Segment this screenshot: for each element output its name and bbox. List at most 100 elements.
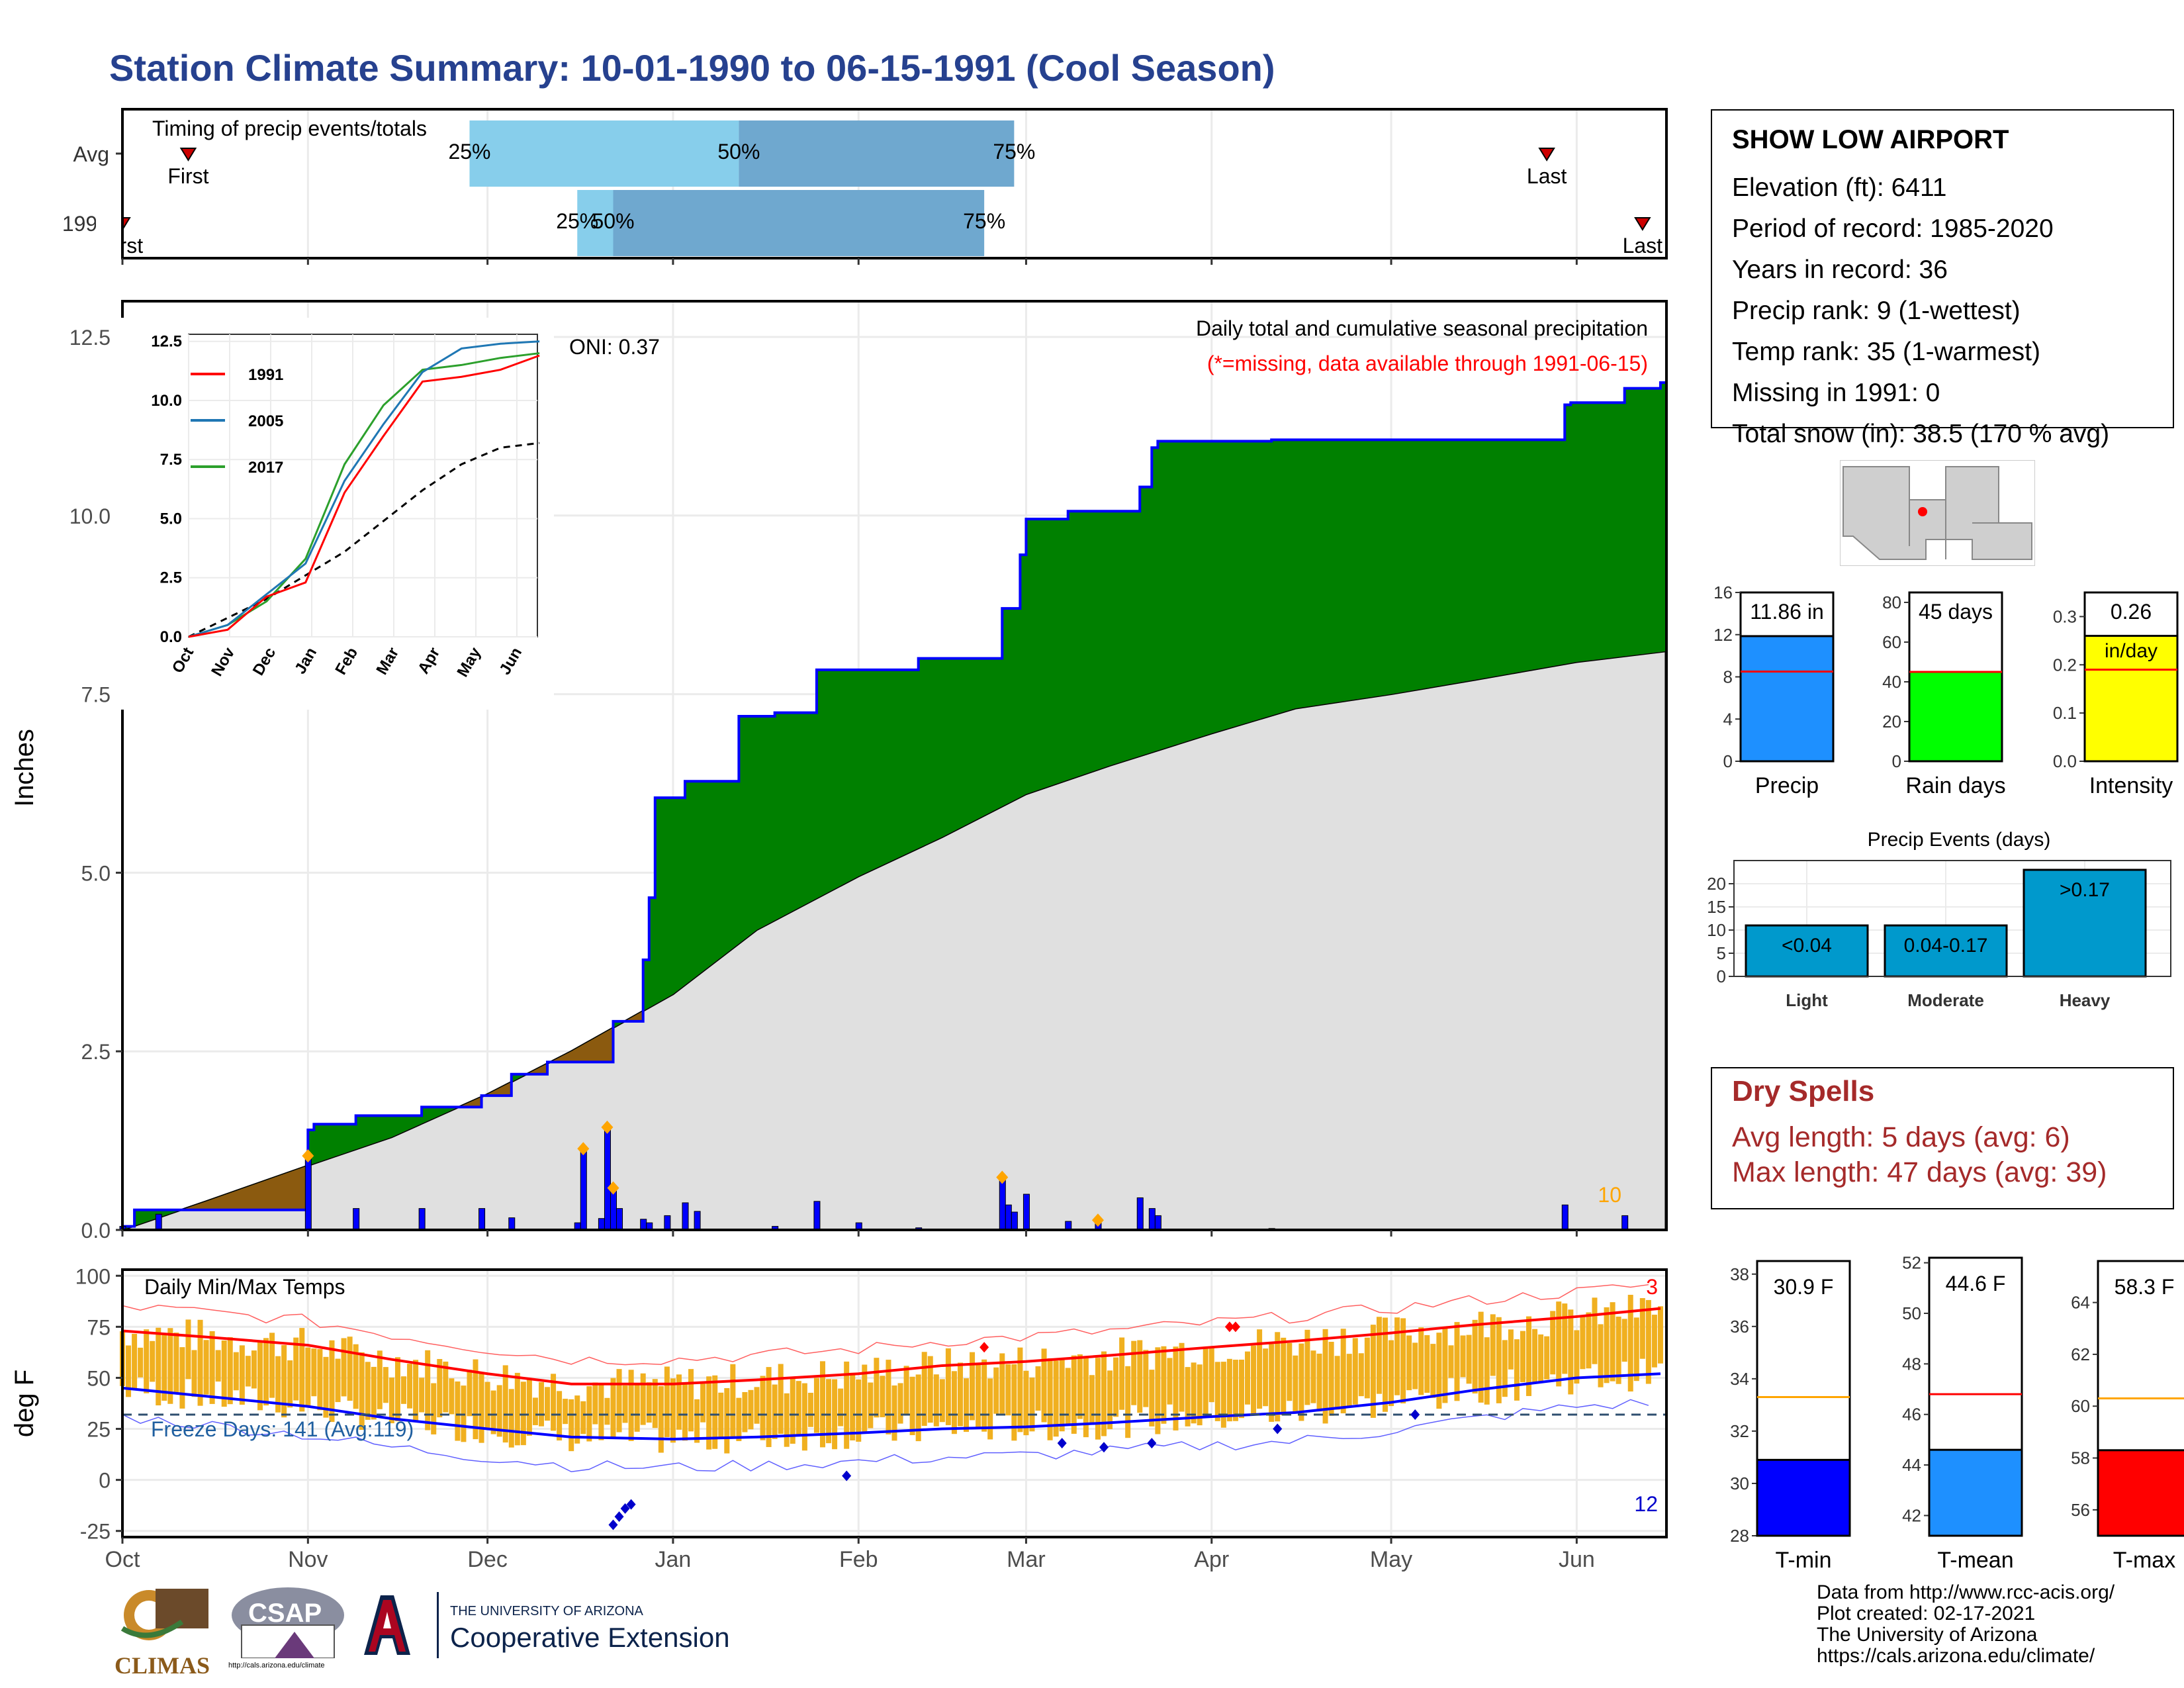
daily-precip-bar [999, 1179, 1006, 1231]
temp-y-tick-label: 0 [99, 1469, 111, 1493]
precip-event-marker [1091, 1213, 1104, 1227]
temp-daily-range-bar [1550, 1311, 1556, 1375]
temp-max-record-count: 3 [1646, 1275, 1658, 1299]
temp-daily-range-bar [1287, 1342, 1293, 1401]
temp-daily-range-bar [1161, 1346, 1167, 1424]
precip-summary-y-tick-label: 8 [1723, 667, 1733, 687]
temp-daily-range-bar [1370, 1325, 1376, 1418]
temp-min-record-count: 12 [1634, 1492, 1658, 1516]
precip-summary-bar [1739, 635, 1835, 763]
timing-last-marker [1538, 148, 1555, 162]
temp-daily-range-bar [1544, 1336, 1550, 1380]
daily-precip-bar [682, 1202, 689, 1231]
temp-daily-range-bar [311, 1348, 317, 1397]
temp-daily-range-bar [1095, 1358, 1101, 1440]
intensity-summary-bar [2083, 635, 2179, 763]
temp-record-low-marker [620, 1503, 630, 1514]
precip-events-y-tick-label: 5 [1717, 943, 1726, 963]
temp-daily-range-bar [347, 1336, 353, 1401]
daily-precip-bar [1621, 1215, 1629, 1231]
temp-daily-range-bar [1514, 1339, 1520, 1401]
dry-spells-avg: Avg length: 5 days (avg: 6) [1732, 1121, 2070, 1153]
temp-daily-range-bar [1508, 1329, 1514, 1370]
temp-daily-range-bar [801, 1383, 807, 1451]
temp-daily-range-bar [1639, 1297, 1645, 1359]
precip-event-marker [302, 1149, 314, 1163]
temp-daily-range-bar [1245, 1351, 1251, 1405]
temp-daily-range-bar [987, 1378, 993, 1440]
tmax-summary-y-tick-label: 64 [2071, 1293, 2090, 1313]
temp-daily-range-bar [545, 1387, 551, 1421]
temp-daily-range-bar [1310, 1350, 1316, 1403]
temp-record-low-marker [1273, 1423, 1283, 1434]
inset-legend-label: 1991 [248, 366, 283, 384]
temp-daily-range-bar [569, 1399, 574, 1452]
month-tick-label: Apr [1194, 1547, 1229, 1572]
temp-daily-range-bar [317, 1348, 323, 1411]
precip-summary-y-tick-label: 12 [1713, 625, 1733, 645]
temp-daily-range-bar [1208, 1346, 1214, 1403]
temp-daily-range-bar [1089, 1375, 1095, 1425]
temp-daily-range-bar [784, 1393, 790, 1447]
daily-precip-bar [1148, 1208, 1156, 1231]
credit-url: https://cals.arizona.edu/climate/ [1817, 1645, 2095, 1667]
temp-daily-range-bar [1526, 1316, 1532, 1396]
timing-last-label: Last [1527, 164, 1567, 188]
temp-avg-min-line [122, 1372, 1661, 1440]
inset-y-tick-label: 12.5 [151, 333, 182, 351]
daily-precip-bar [1023, 1194, 1030, 1231]
temp-daily-range-bar [197, 1319, 203, 1406]
timing-pct-label: 50% [717, 140, 760, 164]
temp-daily-range-bar [394, 1357, 400, 1421]
daily-precip-bar [813, 1201, 821, 1231]
csap-url: http://cals.arizona.edu/climate [228, 1662, 325, 1669]
temp-daily-range-bar [245, 1356, 251, 1387]
temp-daily-range-bar [359, 1352, 365, 1430]
temp-daily-range-bar [1203, 1348, 1208, 1416]
temp-daily-range-bar [1322, 1329, 1328, 1424]
temp-daily-range-bar [1376, 1317, 1382, 1394]
precip-summary-y-tick-label: 0 [1723, 751, 1733, 771]
inset-y-tick-label: 2.5 [160, 569, 182, 587]
precip-events-y-tick-label: 0 [1717, 966, 1726, 986]
daily-precip-bar [1136, 1197, 1144, 1231]
temp-daily-range-bar [1149, 1370, 1155, 1427]
temp-daily-range-bar [850, 1372, 856, 1440]
precip-summary-label: Precip [1755, 773, 1819, 798]
temp-daily-range-bar [508, 1389, 514, 1448]
temp-daily-range-bar [144, 1329, 150, 1393]
temp-daily-range-bar [1316, 1353, 1322, 1412]
temp-daily-range-bar [215, 1350, 221, 1382]
temp-daily-range-bar [634, 1383, 640, 1432]
temp-daily-range-bar [819, 1361, 825, 1448]
temp-daily-range-bar [856, 1379, 862, 1442]
temp-daily-range-bar [305, 1347, 311, 1407]
tmean-summary-y-tick-label: 52 [1902, 1253, 1921, 1273]
timing-clip-right [1668, 189, 1694, 255]
daily-precip-bar [1005, 1204, 1012, 1231]
station-missing: Missing in 1991: 0 [1732, 379, 1940, 407]
temp-daily-range-bar [1047, 1358, 1053, 1440]
raindays-summary-label: Rain days [1905, 773, 2005, 798]
temp-daily-range-bar [1657, 1306, 1663, 1364]
precip-events-category-label: Heavy [2060, 990, 2111, 1010]
temp-daily-range-bar [150, 1340, 156, 1382]
inset-y-tick-label: 5.0 [160, 510, 182, 528]
credits: Data from http://www.rcc-acis.org/ Plot … [1817, 1582, 2115, 1667]
timing-pct-label: 25% [448, 140, 490, 164]
temp-daily-range-bar [622, 1385, 628, 1423]
locator-map [1840, 460, 2035, 566]
raindays-summary-value-label: 45 days [1919, 600, 1993, 624]
temp-daily-range-bar [1615, 1316, 1621, 1384]
temp-daily-range-bar [1400, 1318, 1406, 1404]
temp-daily-range-bar [1490, 1314, 1496, 1376]
precip-event-marker [607, 1181, 619, 1195]
tmin-summary-label: T-min [1776, 1548, 1832, 1573]
temp-daily-range-bar [897, 1383, 903, 1424]
temp-daily-range-bar [796, 1381, 801, 1435]
temp-daily-range-bar [1412, 1342, 1418, 1389]
temp-daily-range-bar [766, 1367, 772, 1448]
temp-daily-range-bar [138, 1347, 144, 1378]
inset-line-1991 [188, 354, 540, 638]
